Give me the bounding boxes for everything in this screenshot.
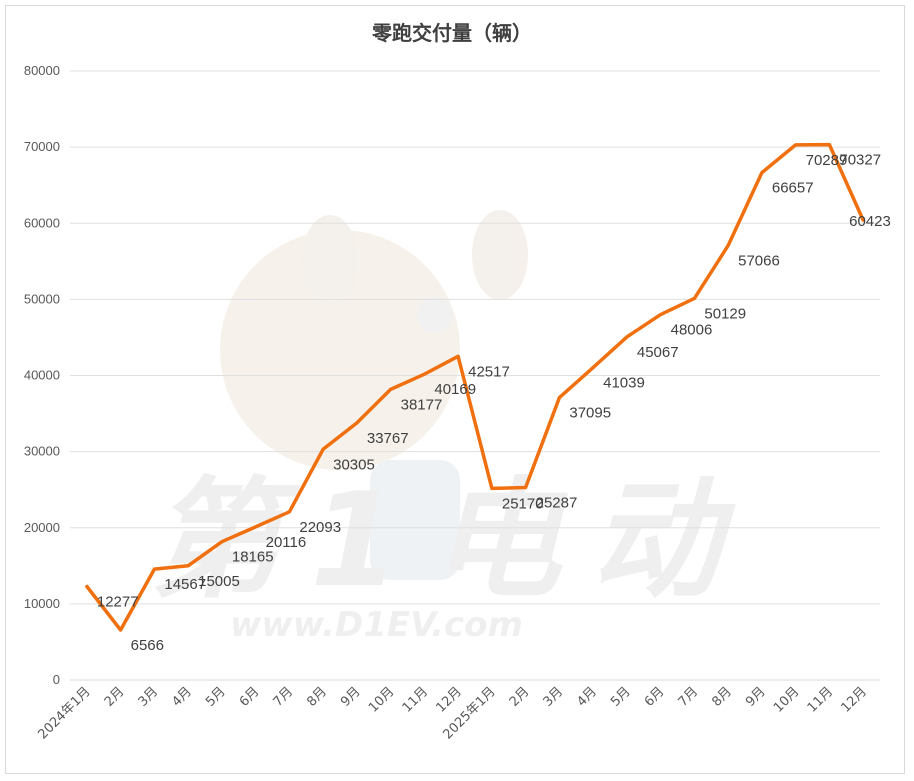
data-label: 20116 xyxy=(266,534,307,551)
x-tick-label: 11月 xyxy=(400,684,431,715)
data-label: 48006 xyxy=(671,322,713,339)
x-tick-label: 11月 xyxy=(805,684,836,715)
chart-title: 零跑交付量（辆） xyxy=(371,21,532,45)
x-tick-label: 7月 xyxy=(676,684,702,710)
data-label: 14567 xyxy=(164,576,206,593)
x-tick-label: 10月 xyxy=(366,684,397,715)
data-label: 40169 xyxy=(434,381,476,398)
data-label: 45067 xyxy=(637,344,679,361)
data-label: 50129 xyxy=(704,305,746,322)
x-tick-label: 8月 xyxy=(304,684,330,710)
data-label: 25287 xyxy=(536,495,578,512)
watermark-brand: 第1电动 xyxy=(150,464,750,616)
watermark-logo: 第1电动 www.D1EV.com xyxy=(150,210,750,645)
data-label: 30305 xyxy=(333,456,375,473)
data-label: 66657 xyxy=(772,180,814,197)
data-label: 70289 xyxy=(806,152,848,169)
data-label: 12277 xyxy=(97,594,139,611)
data-label: 22093 xyxy=(299,519,341,536)
data-label: 37095 xyxy=(569,405,611,422)
x-tick-label: 10月 xyxy=(771,684,802,715)
data-label: 18165 xyxy=(232,549,274,566)
y-tick-label: 30000 xyxy=(24,444,60,459)
x-tick-label: 3月 xyxy=(541,684,567,710)
x-tick-label: 9月 xyxy=(743,684,769,710)
data-label: 42517 xyxy=(468,363,510,380)
x-tick-label: 8月 xyxy=(709,684,735,710)
y-tick-label: 40000 xyxy=(24,368,60,383)
data-label: 15005 xyxy=(198,573,240,590)
chart-frame xyxy=(5,5,905,774)
x-tick-label: 12月 xyxy=(838,684,869,715)
x-tick-label: 3月 xyxy=(136,684,162,710)
y-tick-label: 10000 xyxy=(24,596,60,611)
series-group xyxy=(85,142,865,632)
y-axis-ticks: 0 10000 20000 30000 40000 50000 60000 70000 8000… xyxy=(24,63,60,687)
x-tick-label: 7月 xyxy=(271,684,297,710)
y-tick-label: 50000 xyxy=(24,291,60,306)
x-tick-label: 6月 xyxy=(642,684,668,710)
data-label: 57066 xyxy=(738,253,780,270)
x-tick-label: 2024年1月 xyxy=(35,684,93,742)
y-tick-label: 60000 xyxy=(24,215,60,230)
data-label: 60423 xyxy=(849,213,891,230)
data-label: 70327 xyxy=(839,152,881,169)
data-label: 41039 xyxy=(603,375,645,392)
y-tick-label: 70000 xyxy=(24,139,60,154)
data-label: 6566 xyxy=(131,637,164,654)
x-tick-label: 9月 xyxy=(338,684,364,710)
x-tick-label: 5月 xyxy=(203,684,229,710)
watermark-url: www.D1EV.com xyxy=(230,605,523,645)
y-tick-label: 20000 xyxy=(24,520,60,535)
y-tick-label: 0 xyxy=(53,672,60,687)
y-tick-label: 80000 xyxy=(24,63,60,78)
x-tick-label: 4月 xyxy=(574,684,600,710)
data-label: 38177 xyxy=(401,396,443,413)
x-tick-label: 2月 xyxy=(507,684,533,710)
gridlines xyxy=(70,70,880,681)
x-tick-label: 4月 xyxy=(169,684,195,710)
x-tick-label: 5月 xyxy=(608,684,634,710)
series-line xyxy=(85,142,865,632)
data-label: 33767 xyxy=(367,430,409,447)
x-tick-label: 6月 xyxy=(237,684,263,710)
data-label: 25170 xyxy=(502,495,544,512)
x-tick-label: 2月 xyxy=(102,684,128,710)
